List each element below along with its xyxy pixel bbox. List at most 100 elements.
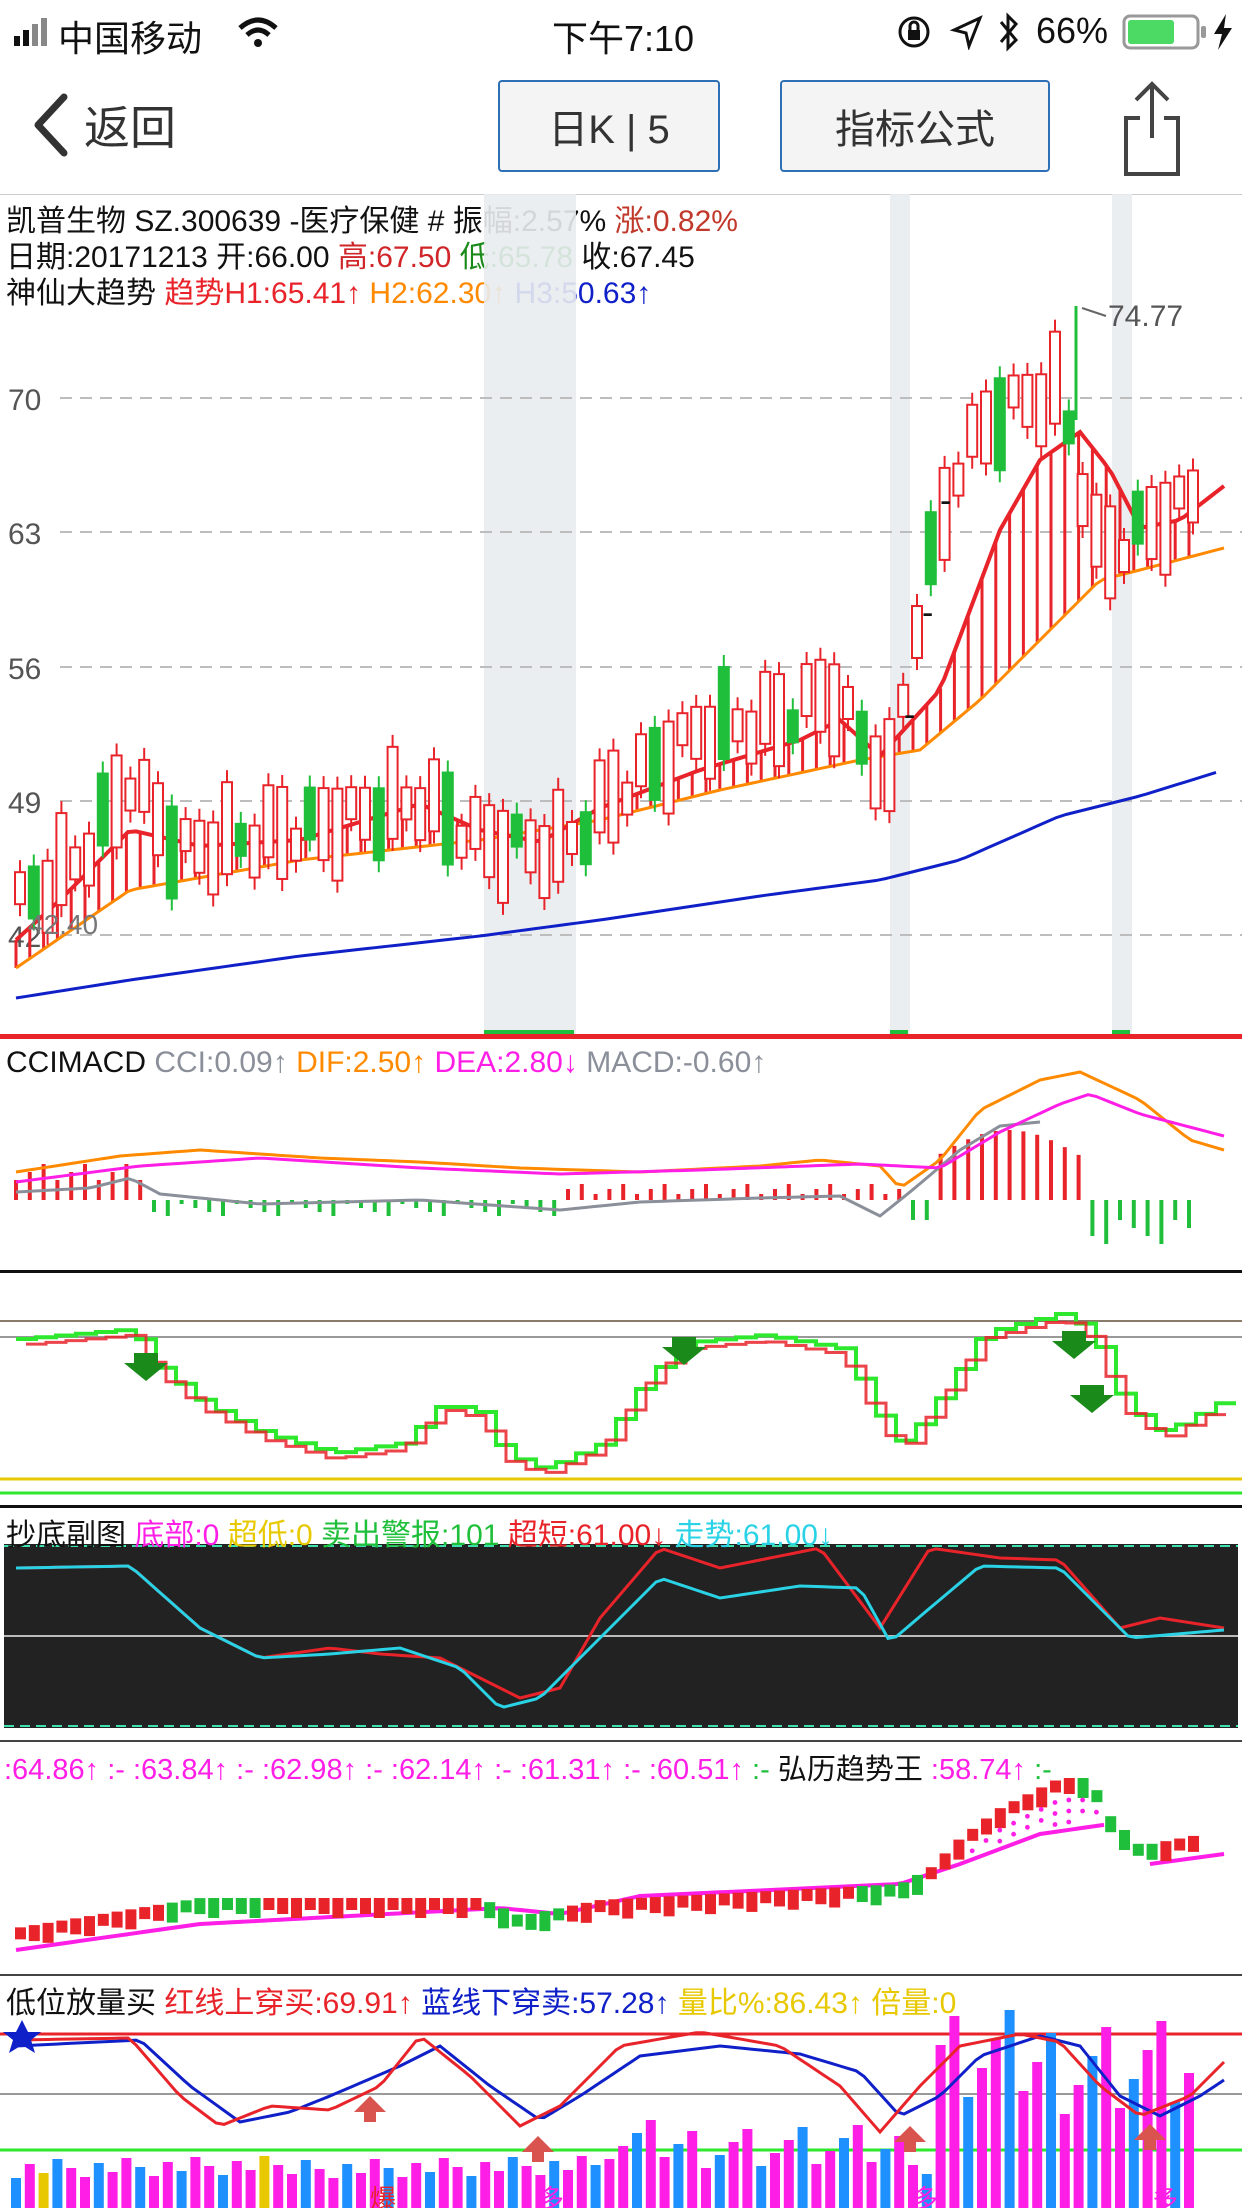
candle-body [773,673,785,768]
signal-mark-bao: 爆 [370,2184,396,2208]
hongli-dot [1025,1824,1030,1830]
hongli-candle [994,1808,1006,1829]
hongli-candle [373,1898,385,1918]
volume-chart[interactable]: 爆多多多 [0,1976,1242,2208]
date-label: 日期:20171213 [6,241,208,274]
hongli-dot [1080,1797,1085,1803]
volume-bar [204,2166,215,2208]
volume-bar [563,2170,573,2208]
hongli-candle [42,1922,54,1943]
hongli-candle [97,1913,109,1926]
hongli-candle [1063,1778,1075,1794]
volume-bar [714,2155,725,2208]
candle-body [14,871,26,906]
volume-bar [1073,2085,1084,2208]
candle-body [786,709,799,744]
hongli-dot [969,1848,975,1854]
chaodi-chart[interactable] [0,1508,1242,1740]
y-tick-label: 49 [8,787,41,820]
volume-bar [1101,2027,1112,2208]
formula-button[interactable]: 指标公式 [780,80,1050,172]
chaodi-separator [0,1740,1242,1742]
indicator-name: 神仙大趋势 [6,277,156,310]
volume-bar [935,2045,946,2208]
dea-line [15,1093,1225,1184]
hongli-candle [291,1898,302,1918]
macd-chart[interactable] [0,1040,1242,1270]
hongli-candle [732,1892,744,1909]
hongli-candle [139,1907,151,1920]
candle-body [248,824,261,879]
candle-body [1131,490,1144,545]
volume-bar [590,2165,601,2208]
hongli-dot [1066,1808,1072,1814]
chevron-left-icon [34,93,68,157]
battery-percent: 66% [1036,10,1109,51]
volume-bar [1184,2073,1194,2208]
candle-body [621,781,634,816]
macd-info-line: CCIMACD CCI:0.09↑ DIF:2.50↑ DEA:2.80↓ MA… [6,1046,766,1080]
hongli-candle [84,1916,95,1937]
candlestick-chart[interactable]: 70 63 56 49 42 74.77 42.40 - - - [0,0,1242,1040]
clock: 下午7:10 [552,18,695,59]
volume-bar [176,2171,187,2208]
candle-body [1035,373,1048,448]
band-marker [890,1030,908,1036]
location-icon [950,15,983,50]
volume-bar [1128,2079,1139,2208]
volume-name: 低位放量买 [6,1987,156,2020]
hongli-chart[interactable] [0,1744,1242,1974]
candle-body [441,771,454,866]
volume-bar [80,2177,90,2208]
hongli-candle [843,1886,854,1899]
hongli-candle [884,1884,896,1897]
hongli-candle [277,1898,289,1914]
hongli-v7: :- [743,1754,770,1786]
highlight-band [890,194,910,1034]
volume-bar [742,2129,753,2208]
hongli-dot [1094,1809,1099,1815]
volume-bar [342,2164,353,2208]
candle-body [124,777,137,812]
hongli-candle [580,1902,592,1923]
share-icon[interactable] [1120,78,1184,178]
hongli-candle [304,1898,316,1910]
hongli-candle [470,1898,482,1910]
candle-body [234,822,247,857]
highlight-band [484,194,576,1034]
hongli-candle [318,1898,330,1914]
volume-bar [825,2151,836,2208]
y-tick-label: 56 [8,653,41,686]
ratio-value: 量比%:86.43↑ [669,1987,863,2020]
hongli-base-line [15,1822,1105,1952]
candle-body [869,735,882,810]
candle-body [648,726,661,801]
candle-body [855,710,868,765]
hongli-candle [898,1882,910,1899]
down-arrow-icon [662,1337,706,1365]
period-button[interactable]: 日K | 5 [498,80,720,172]
candle-body [800,663,813,718]
candle-body [911,605,923,659]
back-button[interactable]: 返回 [30,92,176,158]
volume-bar [314,2169,325,2208]
step-indicator-chart[interactable] [0,1273,1242,1503]
candle-body [96,772,109,847]
candle-body [731,708,744,743]
down-arrow-icon [1070,1385,1114,1413]
up-arrow-icon [1134,2124,1166,2150]
volume-bar [38,2173,49,2208]
volume-bar [369,2159,380,2208]
volume-bar [438,2158,449,2208]
hongli-candle [180,1900,192,1913]
hongli-candle [1022,1794,1034,1811]
volume-bar [273,2165,284,2208]
volume-bar [1018,2091,1029,2208]
hongli-dot [983,1838,989,1843]
candle-body [745,710,758,765]
band-marker [484,1030,574,1036]
hongli-dot [1066,1797,1072,1803]
hongli-dot [1011,1820,1016,1826]
hongli-dot [997,1827,1003,1833]
dea-value: DEA:2.80↓ [426,1046,578,1079]
